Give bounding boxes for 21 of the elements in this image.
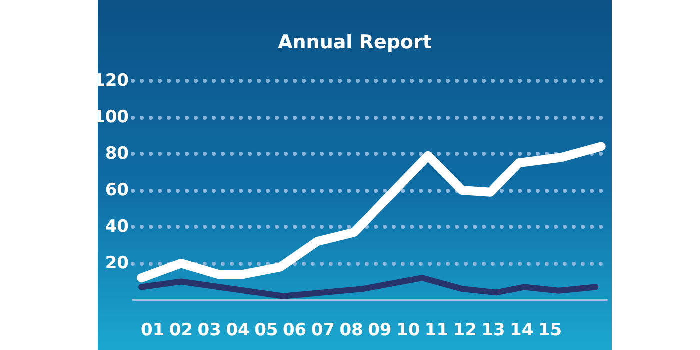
x-tick-label: 03 [198, 320, 222, 340]
y-tick-label: 100 [94, 108, 130, 128]
x-tick-label: 10 [396, 320, 420, 340]
y-tick-label: 40 [105, 217, 130, 237]
x-tick-label: 04 [226, 320, 250, 340]
x-tick-label: 07 [311, 320, 336, 340]
x-tick-label: 09 [368, 320, 392, 340]
y-tick-label: 80 [105, 144, 130, 164]
x-tick-label: 14 [510, 320, 534, 340]
x-tick-label: 06 [282, 320, 307, 340]
chart-title: Annual Report [278, 32, 432, 54]
x-tick-label: 01 [141, 320, 165, 340]
x-tick-label: 12 [453, 320, 477, 340]
y-tick-label: 60 [105, 180, 130, 200]
x-tick-label: 15 [538, 320, 562, 340]
x-tick-label: 11 [424, 320, 449, 340]
x-tick-label: 08 [340, 320, 364, 340]
x-tick-label: 02 [169, 320, 194, 340]
x-tick-label: 05 [254, 320, 278, 340]
y-tick-label: 20 [105, 254, 130, 274]
x-tick-label: 13 [482, 320, 506, 340]
